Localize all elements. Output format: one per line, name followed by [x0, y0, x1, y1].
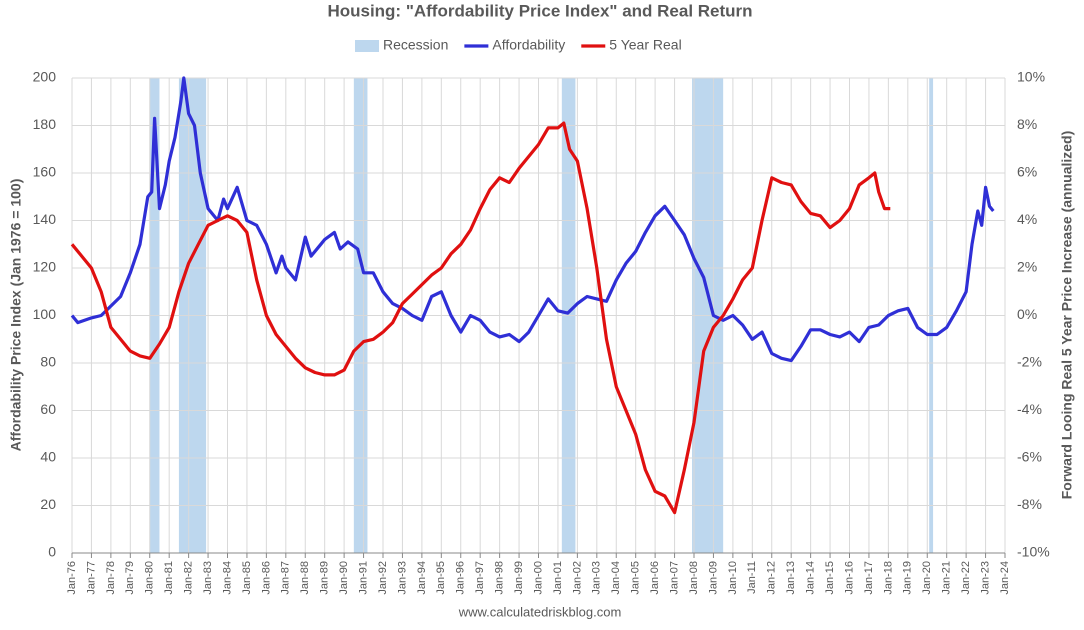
- y-tick-label: 20: [40, 496, 56, 512]
- y-tick-label: 120: [33, 259, 57, 275]
- x-tick-label: Jan-21: [941, 561, 953, 595]
- y2-axis-label: Forward Looing Real 5 Year Price Increas…: [1059, 131, 1075, 500]
- x-tick-label: Jan-15: [824, 561, 836, 595]
- x-tick-label: Jan-06: [649, 561, 661, 595]
- x-tick-label: Jan-05: [630, 561, 642, 595]
- x-tick-label: Jan-01: [552, 561, 564, 595]
- x-tick-label: Jan-77: [85, 561, 97, 595]
- legend-swatch: [355, 40, 379, 52]
- x-tick-label: Jan-22: [960, 561, 972, 595]
- y-tick-label: 100: [33, 306, 57, 322]
- x-tick-label: Jan-93: [396, 561, 408, 595]
- y-tick-label: 160: [33, 164, 57, 180]
- y2-tick-label: 4%: [1017, 211, 1037, 227]
- y-tick-label: 200: [33, 69, 57, 85]
- chart-title: Housing: "Affordability Price Index" and…: [327, 1, 752, 20]
- x-tick-label: Jan-04: [610, 561, 622, 595]
- x-tick-label: Jan-08: [688, 561, 700, 595]
- x-tick-label: Jan-16: [843, 561, 855, 595]
- x-tick-label: Jan-88: [299, 561, 311, 595]
- y2-tick-label: -10%: [1017, 544, 1050, 560]
- y2-tick-label: 0%: [1017, 306, 1037, 322]
- y2-tick-label: 6%: [1017, 164, 1037, 180]
- x-tick-label: Jan-19: [902, 561, 914, 595]
- x-tick-label: Jan-02: [571, 561, 583, 595]
- y-tick-label: 80: [40, 354, 56, 370]
- x-tick-label: Jan-80: [144, 561, 156, 595]
- x-tick-label: Jan-13: [785, 561, 797, 595]
- y2-tick-label: -2%: [1017, 354, 1042, 370]
- x-tick-label: Jan-94: [416, 561, 428, 595]
- y2-tick-label: -4%: [1017, 401, 1042, 417]
- line-series: [70, 76, 995, 363]
- line-series: [70, 121, 891, 515]
- x-tick-label: Jan-89: [319, 561, 331, 595]
- legend-label: Recession: [383, 37, 448, 53]
- x-tick-label: Jan-76: [66, 561, 78, 595]
- source: www.calculatedriskblog.com: [458, 604, 622, 619]
- x-tick-label: Jan-12: [766, 561, 778, 595]
- x-tick-label: Jan-87: [280, 561, 292, 595]
- y-tick-label: 140: [33, 211, 57, 227]
- x-tick-label: Jan-79: [124, 561, 136, 595]
- x-tick-label: Jan-00: [532, 561, 544, 595]
- x-tick-label: Jan-24: [999, 561, 1011, 595]
- x-tick-label: Jan-78: [105, 561, 117, 595]
- x-tick-label: Jan-18: [882, 561, 894, 595]
- x-tick-label: Jan-85: [241, 561, 253, 595]
- x-tick-label: Jan-86: [260, 561, 272, 595]
- y-axis-label: Affordability Price Index (Jan 1976 = 10…: [8, 179, 24, 452]
- x-tick-label: Jan-83: [202, 561, 214, 595]
- x-tick-label: Jan-91: [357, 561, 369, 595]
- x-tick-label: Jan-10: [727, 561, 739, 595]
- y2-tick-label: 8%: [1017, 116, 1037, 132]
- x-tick-label: Jan-84: [221, 561, 233, 595]
- y-tick-label: 60: [40, 401, 56, 417]
- legend-label: Affordability: [492, 37, 565, 53]
- x-tick-label: Jan-07: [668, 561, 680, 595]
- x-tick-label: Jan-23: [979, 561, 991, 595]
- x-tick-label: Jan-92: [377, 561, 389, 595]
- y2-tick-label: 2%: [1017, 259, 1037, 275]
- x-tick-label: Jan-96: [455, 561, 467, 595]
- x-tick-label: Jan-90: [338, 561, 350, 595]
- x-tick-label: Jan-09: [707, 561, 719, 595]
- y-tick-label: 40: [40, 449, 56, 465]
- y2-tick-label: -6%: [1017, 449, 1042, 465]
- x-tick-label: Jan-98: [494, 561, 506, 595]
- y2-tick-label: 10%: [1017, 69, 1045, 85]
- x-tick-label: Jan-95: [435, 561, 447, 595]
- x-tick-label: Jan-14: [805, 561, 817, 595]
- x-tick-label: Jan-17: [863, 561, 875, 595]
- y2-tick-label: -8%: [1017, 496, 1042, 512]
- y-tick-label: 180: [33, 116, 57, 132]
- x-tick-label: Jan-81: [163, 561, 175, 595]
- legend-label: 5 Year Real: [609, 37, 681, 53]
- x-tick-label: Jan-03: [591, 561, 603, 595]
- x-tick-label: Jan-82: [183, 561, 195, 595]
- y-tick-label: 0: [48, 544, 56, 560]
- x-tick-label: Jan-97: [474, 561, 486, 595]
- x-tick-label: Jan-11: [746, 561, 758, 594]
- x-tick-label: Jan-99: [513, 561, 525, 595]
- x-tick-label: Jan-20: [921, 561, 933, 595]
